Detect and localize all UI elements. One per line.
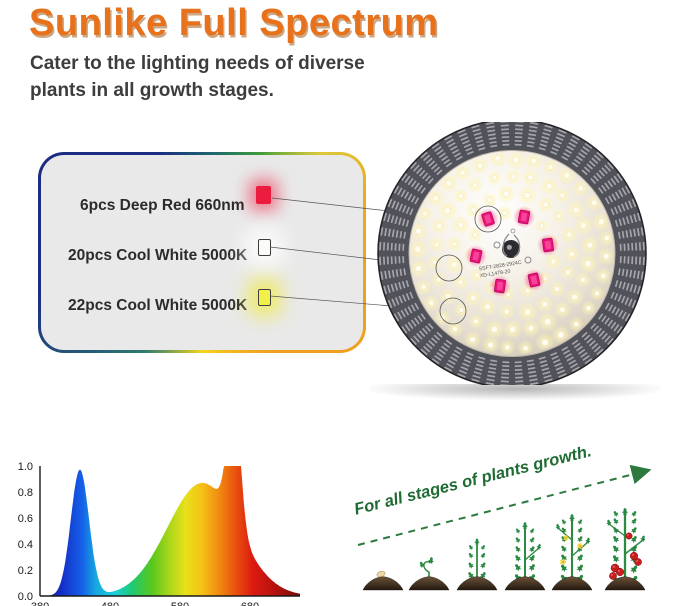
svg-text:1.0: 1.0 bbox=[18, 461, 33, 473]
svg-text:380: 380 bbox=[31, 601, 49, 606]
svg-text:0.6: 0.6 bbox=[18, 513, 33, 525]
svg-text:0.8: 0.8 bbox=[18, 487, 33, 499]
svg-text:0.2: 0.2 bbox=[18, 565, 33, 577]
svg-text:480: 480 bbox=[101, 601, 119, 606]
svg-text:0.4: 0.4 bbox=[18, 539, 33, 551]
svg-text:680: 680 bbox=[241, 601, 259, 606]
svg-text:580: 580 bbox=[171, 601, 189, 606]
